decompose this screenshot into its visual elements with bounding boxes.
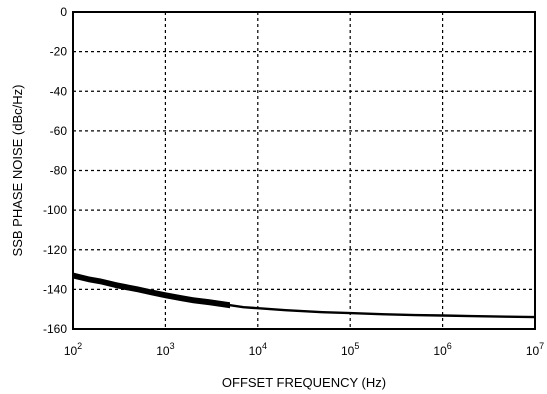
y-tick-label: -20 <box>50 45 68 59</box>
series-layer <box>72 272 536 319</box>
y-axis-label: SSB PHASE NOISE (dBc/Hz) <box>10 85 25 257</box>
x-tick-label: 106 <box>433 341 451 358</box>
x-tick-label: 102 <box>64 341 82 358</box>
x-tick-label: 107 <box>526 341 544 358</box>
x-tick-label: 104 <box>249 341 267 358</box>
y-tick-label: -40 <box>50 84 68 98</box>
x-tick-label: 103 <box>156 341 174 358</box>
x-axis-label: OFFSET FREQUENCY (Hz) <box>222 375 386 390</box>
y-tick-label: 0 <box>60 5 67 19</box>
x-tick-labels: 102 103 104 105 106 107 <box>64 341 544 358</box>
y-tick-label: -80 <box>50 164 68 178</box>
y-tick-label: -120 <box>43 243 67 257</box>
y-tick-label: -60 <box>50 124 68 138</box>
grid-lines <box>73 12 535 329</box>
y-tick-label: -140 <box>43 282 67 296</box>
x-tick-label: 105 <box>341 341 359 358</box>
plot-frame <box>72 11 536 330</box>
y-tick-label: -100 <box>43 203 67 217</box>
y-tick-label: -160 <box>43 322 67 336</box>
series-line <box>72 274 536 319</box>
y-tick-labels: 0 -20 -40 -60 -80 -100 -120 -140 -160 <box>43 5 67 336</box>
